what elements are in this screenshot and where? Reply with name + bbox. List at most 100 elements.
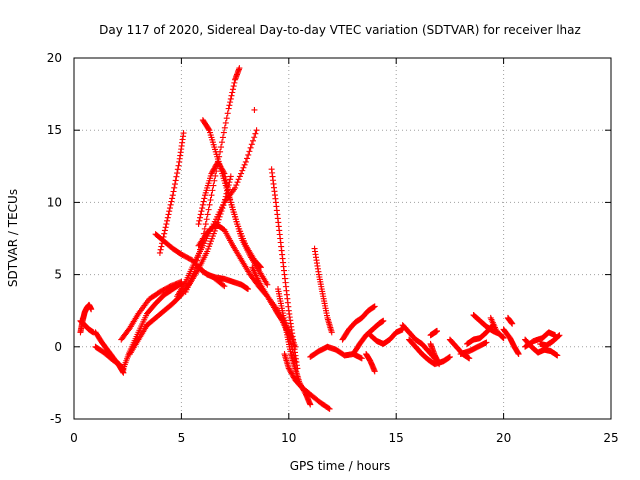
- data-point: [234, 179, 241, 186]
- data-point: [231, 79, 238, 86]
- x-tick-label: 20: [496, 431, 511, 445]
- data-point: [195, 221, 202, 228]
- y-tick-label: 5: [54, 268, 62, 282]
- data-point: [204, 211, 211, 218]
- data-points: [77, 65, 563, 412]
- data-point: [174, 170, 181, 177]
- data-point: [201, 225, 208, 232]
- data-point: [208, 235, 215, 242]
- data-point: [210, 230, 217, 237]
- series-arc-26: [363, 351, 378, 375]
- data-point: [164, 217, 171, 224]
- data-point: [554, 352, 561, 359]
- data-point: [206, 243, 213, 250]
- data-point: [307, 401, 314, 408]
- y-tick-label: -5: [50, 412, 62, 426]
- data-point: [211, 165, 218, 172]
- data-point: [204, 248, 211, 255]
- data-point: [196, 250, 203, 257]
- data-point: [232, 184, 239, 191]
- series-arc-18: [268, 166, 301, 372]
- series-arc-11: [182, 65, 243, 295]
- data-point: [205, 245, 212, 252]
- data-point: [446, 353, 453, 360]
- data-point: [218, 139, 225, 146]
- data-point: [169, 192, 176, 199]
- y-tick-labels: -5 0 5 10 15 20: [47, 51, 62, 426]
- data-point: [285, 365, 292, 372]
- data-point: [264, 281, 271, 288]
- data-point: [209, 167, 216, 174]
- data-point: [515, 351, 522, 358]
- data-point: [240, 164, 247, 171]
- data-point: [196, 217, 203, 224]
- data-point: [199, 201, 206, 208]
- data-point: [500, 335, 507, 342]
- series-arc-37: [504, 314, 516, 327]
- series-arc-22: [307, 343, 365, 362]
- series-arc-21: [311, 245, 335, 336]
- series-arc-20: [281, 351, 333, 412]
- data-point: [223, 115, 230, 122]
- data-point: [197, 211, 204, 218]
- data-point: [371, 368, 378, 375]
- data-point: [251, 134, 258, 141]
- data-point: [191, 268, 198, 275]
- data-point: [252, 130, 259, 137]
- data-point: [221, 124, 228, 131]
- data-point: [556, 332, 563, 339]
- data-point: [199, 205, 206, 212]
- data-point: [173, 173, 180, 180]
- data-point: [209, 187, 216, 194]
- data-point: [198, 208, 205, 215]
- series-arc-08: [156, 130, 187, 256]
- data-point: [233, 182, 240, 189]
- data-point: [286, 366, 293, 373]
- data-point: [224, 110, 231, 117]
- data-point: [162, 224, 169, 231]
- data-point: [226, 102, 233, 109]
- data-point: [434, 327, 441, 334]
- data-point: [483, 339, 490, 346]
- data-point: [163, 221, 170, 228]
- data-point: [287, 368, 294, 375]
- data-point: [221, 283, 228, 290]
- data-point: [358, 355, 365, 362]
- data-point: [230, 83, 237, 90]
- data-point: [218, 144, 225, 151]
- data-point: [239, 167, 246, 174]
- series-arc-05: [120, 280, 185, 372]
- data-point: [200, 198, 207, 205]
- data-point: [164, 214, 171, 221]
- data-point: [211, 177, 218, 184]
- series-arc-23: [339, 303, 378, 343]
- x-axis-label: GPS time / hours: [290, 459, 391, 473]
- data-point: [244, 286, 251, 293]
- data-point: [229, 86, 236, 93]
- axis-ticks: [73, 57, 612, 420]
- data-point: [219, 134, 226, 141]
- data-point: [171, 184, 178, 191]
- series-arc-13: [199, 117, 271, 288]
- data-point: [436, 361, 443, 368]
- data-point: [207, 196, 214, 203]
- data-point: [209, 169, 216, 176]
- data-point: [241, 161, 248, 168]
- data-point: [380, 317, 387, 324]
- data-point: [228, 92, 235, 99]
- series-arc-29: [427, 340, 443, 368]
- data-point: [194, 257, 201, 264]
- series-arc-36: [500, 326, 522, 358]
- series-arc-10: [174, 127, 260, 300]
- data-point: [227, 176, 234, 183]
- series-arc-32: [457, 339, 490, 358]
- data-point: [205, 126, 212, 133]
- plot-frame: [73, 57, 612, 420]
- data-point: [167, 201, 174, 208]
- data-point: [227, 99, 234, 106]
- y-tick-label: 10: [47, 195, 62, 209]
- data-point: [170, 188, 177, 195]
- data-point: [555, 332, 562, 339]
- data-point: [222, 119, 229, 126]
